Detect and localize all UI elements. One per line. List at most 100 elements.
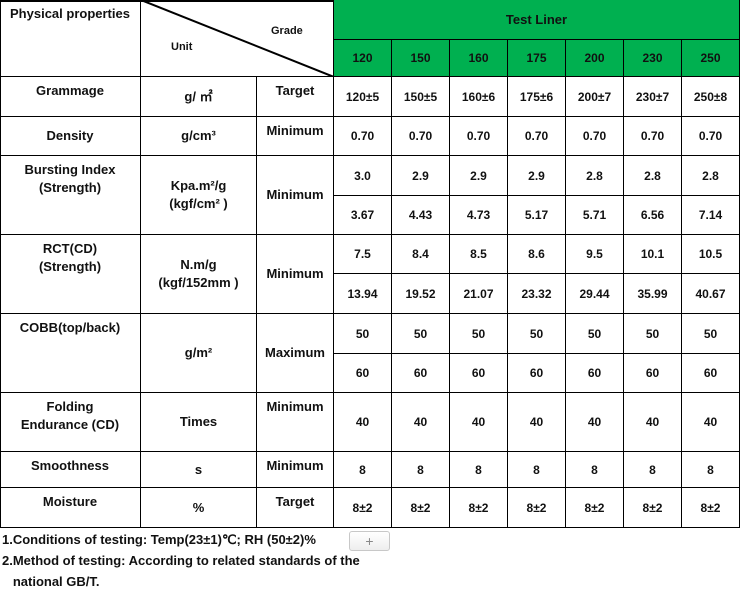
value-cell: 23.32 (508, 274, 566, 314)
product-title: Test Liner (334, 0, 740, 40)
value-cell: 0.70 (508, 117, 566, 156)
note-method: 2.Method of testing: According to relate… (2, 553, 360, 568)
value-cell: 8±2 (450, 488, 508, 528)
value-cell: 150±5 (392, 77, 450, 117)
value-cell: 4.73 (450, 196, 508, 235)
unit-cell: % (141, 488, 257, 528)
value-cell: 8±2 (392, 488, 450, 528)
value-cell: 3.67 (334, 196, 392, 235)
value-cell: 60 (334, 354, 392, 393)
grade-label: Grade (271, 25, 303, 37)
specification-table: Physical properties Unit Grade Test Liner 12… (0, 0, 740, 528)
value-cell: 8.4 (392, 235, 450, 274)
grade-header-230: 230 (624, 40, 682, 77)
grade-header-120: 120 (334, 40, 392, 77)
value-cell: 8±2 (566, 488, 624, 528)
requirement-cell: Target (257, 77, 334, 117)
value-cell: 40 (566, 393, 624, 452)
property-label: Density (0, 117, 141, 156)
value-cell: 5.71 (566, 196, 624, 235)
value-cell: 40 (334, 393, 392, 452)
property-label: Grammage (0, 77, 141, 117)
value-cell: 8 (392, 452, 450, 488)
value-cell: 2.9 (508, 156, 566, 196)
add-button[interactable]: + (349, 531, 390, 551)
value-cell: 40 (450, 393, 508, 452)
value-cell: 2.8 (682, 156, 740, 196)
value-cell: 160±6 (450, 77, 508, 117)
value-cell: 175±6 (508, 77, 566, 117)
value-cell: 50 (334, 314, 392, 354)
note-method-continued: national GB/T. (2, 574, 100, 589)
value-cell: 8 (450, 452, 508, 488)
value-cell: 230±7 (624, 77, 682, 117)
value-cell: 200±7 (566, 77, 624, 117)
value-cell: 0.70 (682, 117, 740, 156)
note-conditions: 1.Conditions of testing: Temp(23±1)℃; RH… (2, 532, 316, 547)
value-cell: 6.56 (624, 196, 682, 235)
value-cell: 50 (392, 314, 450, 354)
value-cell: 8.6 (508, 235, 566, 274)
requirement-cell: Minimum (257, 393, 334, 452)
value-cell: 50 (508, 314, 566, 354)
header-physical-properties: Physical properties (0, 0, 141, 77)
value-cell: 60 (566, 354, 624, 393)
value-cell: 19.52 (392, 274, 450, 314)
grade-header-175: 175 (508, 40, 566, 77)
value-cell: 250±8 (682, 77, 740, 117)
unit-cell: Times (141, 393, 257, 452)
value-cell: 40.67 (682, 274, 740, 314)
value-cell: 0.70 (334, 117, 392, 156)
value-cell: 2.8 (624, 156, 682, 196)
value-cell: 8±2 (682, 488, 740, 528)
value-cell: 35.99 (624, 274, 682, 314)
value-cell: 0.70 (392, 117, 450, 156)
header-unit-grade: Unit Grade (141, 0, 334, 77)
unit-cell: s (141, 452, 257, 488)
value-cell: 0.70 (450, 117, 508, 156)
requirement-cell: Target (257, 488, 334, 528)
value-cell: 120±5 (334, 77, 392, 117)
value-cell: 8 (624, 452, 682, 488)
value-cell: 60 (392, 354, 450, 393)
value-cell: 2.9 (450, 156, 508, 196)
value-cell: 3.0 (334, 156, 392, 196)
requirement-cell: Minimum (257, 156, 334, 235)
value-cell: 40 (508, 393, 566, 452)
value-cell: 7.14 (682, 196, 740, 235)
value-cell: 7.5 (334, 235, 392, 274)
value-cell: 50 (682, 314, 740, 354)
property-label: Smoothness (0, 452, 141, 488)
value-cell: 60 (450, 354, 508, 393)
value-cell: 2.8 (566, 156, 624, 196)
value-cell: 13.94 (334, 274, 392, 314)
value-cell: 9.5 (566, 235, 624, 274)
diagonal-divider (141, 0, 334, 77)
value-cell: 2.9 (392, 156, 450, 196)
value-cell: 4.43 (392, 196, 450, 235)
value-cell: 8 (334, 452, 392, 488)
value-cell: 29.44 (566, 274, 624, 314)
grade-header-250: 250 (682, 40, 740, 77)
value-cell: 40 (392, 393, 450, 452)
value-cell: 8±2 (334, 488, 392, 528)
grade-header-200: 200 (566, 40, 624, 77)
unit-cell: Kpa.m²/g (kgf/cm² ) (141, 156, 257, 235)
unit-cell: g/cm³ (141, 117, 257, 156)
unit-cell: g/m² (141, 314, 257, 393)
unit-cell: N.m/g (kgf/152mm ) (141, 235, 257, 314)
value-cell: 8 (566, 452, 624, 488)
value-cell: 60 (624, 354, 682, 393)
value-cell: 10.1 (624, 235, 682, 274)
requirement-cell: Minimum (257, 117, 334, 156)
value-cell: 60 (682, 354, 740, 393)
unit-cell: g/ ㎡ (141, 77, 257, 117)
value-cell: 5.17 (508, 196, 566, 235)
grade-header-160: 160 (450, 40, 508, 77)
requirement-cell: Minimum (257, 452, 334, 488)
property-label: Moisture (0, 488, 141, 528)
grade-header-150: 150 (392, 40, 450, 77)
value-cell: 8 (508, 452, 566, 488)
value-cell: 10.5 (682, 235, 740, 274)
property-label: RCT(CD) (Strength) (0, 235, 141, 314)
